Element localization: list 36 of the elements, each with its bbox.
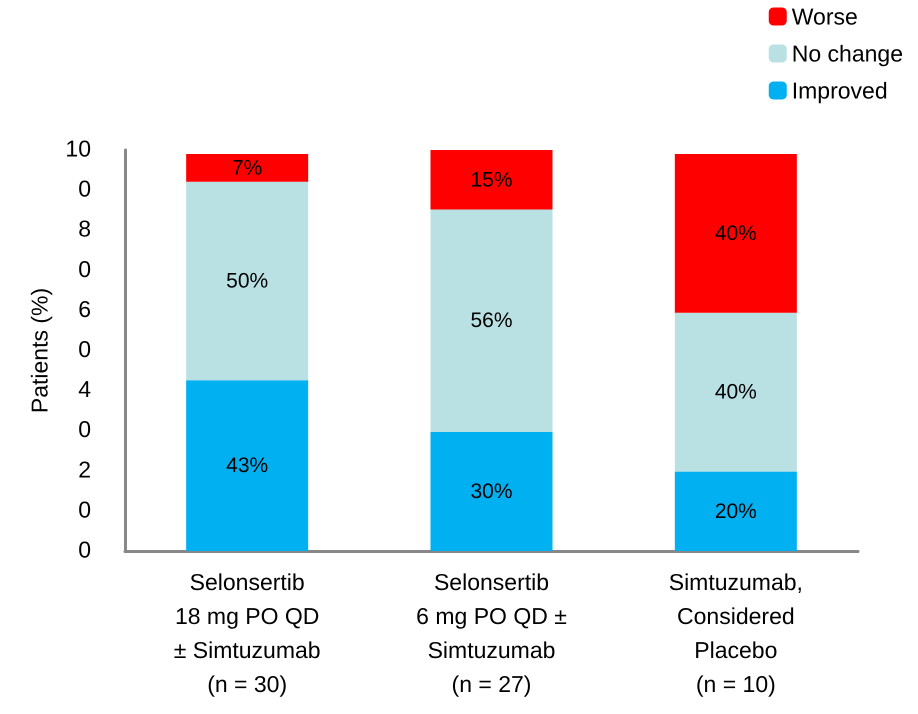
data-label: 20% [714, 500, 757, 523]
bar [430, 432, 552, 551]
bar [674, 472, 797, 551]
text: 0 [78, 336, 91, 362]
bar [674, 312, 797, 472]
x-tick-label: Selonsertib 6 mg PO QD ± Simtuzumab (n = 27) [416, 569, 567, 697]
text: 0 [78, 416, 91, 442]
bar [430, 210, 552, 432]
bar [186, 182, 308, 380]
text: 4 [78, 376, 92, 402]
text: 2 [78, 456, 91, 482]
legend-label: Worse [792, 4, 858, 30]
text: 0 [78, 496, 91, 522]
bar [186, 380, 308, 551]
data-label: 43% [226, 454, 268, 478]
data-label: 40% [714, 222, 757, 245]
text: 10 [65, 136, 91, 162]
bar [674, 154, 797, 313]
data-label: 40% [714, 380, 757, 404]
data-label: 50% [226, 270, 268, 293]
text: 0 [78, 536, 91, 562]
y-axis-title: Patients (%) [26, 288, 52, 414]
data-label: 7% [232, 156, 262, 180]
text: 6 [78, 296, 91, 322]
bar [430, 150, 552, 210]
x-tick-label: Simtuzumab, Considered Placebo (n = 10) [668, 569, 803, 697]
data-label: 15% [470, 168, 513, 192]
text: 0 [78, 176, 91, 202]
x-tick-label: Selonsertib 18 mg PO QD ± Simtuzumab (n = 30) [174, 569, 321, 697]
legend-label: Improved [792, 78, 888, 104]
text: 8 [78, 216, 91, 242]
data-label: 56% [470, 309, 513, 332]
text: 0 [78, 256, 91, 282]
bar [186, 154, 308, 182]
data-label: 30% [470, 480, 513, 503]
legend-label: No change [792, 40, 903, 66]
